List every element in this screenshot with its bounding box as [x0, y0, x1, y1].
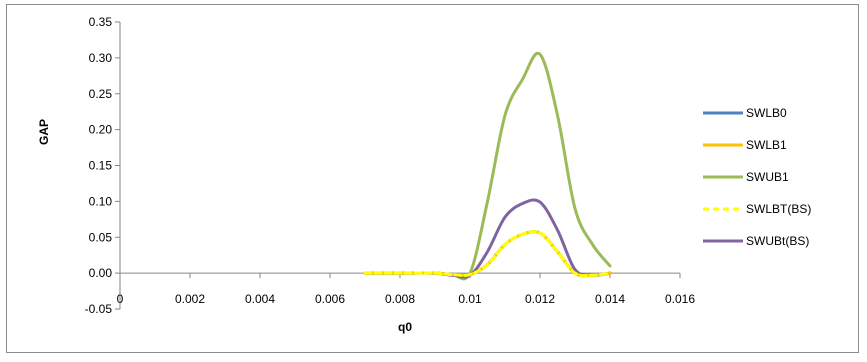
y-tick-label: -0.05	[85, 302, 113, 316]
y-tick-label: 0.35	[89, 15, 113, 29]
legend-label: SWLB1	[746, 138, 787, 152]
y-tick-label: 0.30	[89, 51, 113, 65]
legend-label: SWUB1	[746, 170, 789, 184]
x-tick-label: 0.006	[315, 292, 345, 306]
y-tick-label: 0.10	[89, 194, 113, 208]
legend: SWLB0 SWLB1 SWUB1 SWLBT(BS) SWUBt(BS)	[703, 106, 811, 248]
x-tick-label: 0.012	[525, 292, 555, 306]
x-tick-label: 0.002	[175, 292, 205, 306]
legend-label: SWLB0	[746, 106, 787, 120]
y-tick-label: 0.00	[89, 266, 113, 280]
series-line-swub1	[363, 51, 612, 281]
y-axis-title: GAP	[37, 119, 51, 145]
y-tick-label: 0.05	[89, 230, 113, 244]
y-tick-label: 0.15	[89, 159, 113, 173]
x-tick-label: 0.004	[245, 292, 275, 306]
legend-label: SWLBT(BS)	[746, 202, 811, 216]
x-tick-label: 0.014	[595, 292, 625, 306]
series-line-swlbt-bs	[363, 230, 612, 278]
x-tick-label: 0.016	[665, 292, 695, 306]
y-axis: -0.05 0.00 0.05 0.10 0.15 0.20 0.25 0.30 0.35	[85, 15, 121, 316]
plot-area	[363, 51, 612, 281]
legend-label: SWUBt(BS)	[746, 234, 809, 248]
x-tick-label: 0.01	[458, 292, 482, 306]
y-tick-label: 0.20	[89, 123, 113, 137]
x-axis-title: q0	[398, 320, 412, 334]
x-axis: 0 0.002 0.004 0.006 0.008 0.01 0.012 0.014 0.016	[117, 272, 695, 306]
y-tick-label: 0.25	[89, 87, 113, 101]
x-tick-label: 0	[117, 292, 124, 306]
x-tick-label: 0.008	[385, 292, 415, 306]
